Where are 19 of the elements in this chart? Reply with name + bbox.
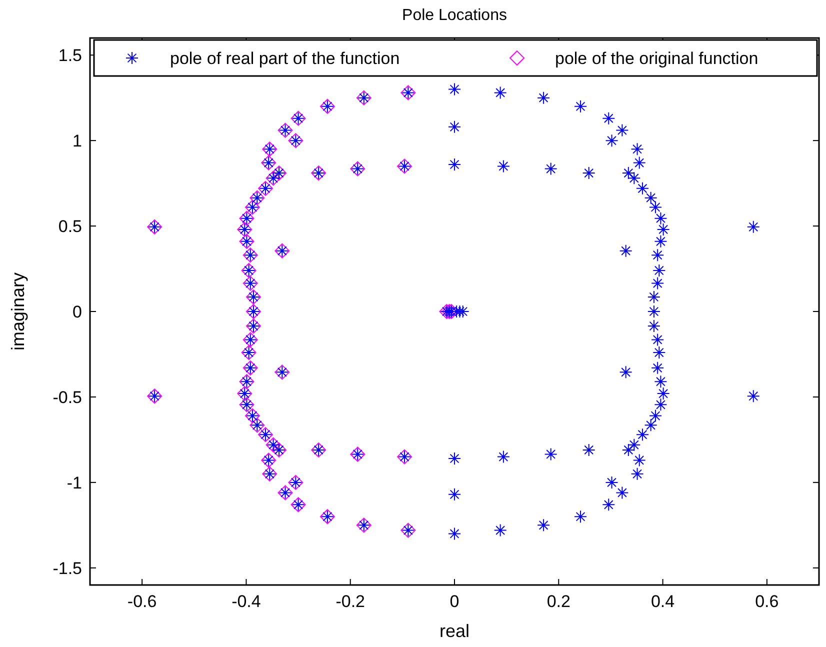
y-tick-label: -1 [66,473,82,492]
chart-title: Pole Locations [402,7,507,24]
x-tick-label: -0.6 [127,592,157,611]
x-tick-label: 0.6 [755,592,779,611]
y-tick-label: -0.5 [52,388,82,407]
y-axis-title: imaginary [8,272,28,351]
y-tick-label: 0.5 [58,217,82,236]
y-tick-label: 1 [72,132,82,151]
legend-label: pole of the original function [555,49,758,68]
x-tick-label: 0 [450,592,460,611]
x-axis-title: real [439,621,470,641]
legend-label: pole of real part of the function [170,49,400,68]
y-tick-label: -1.5 [52,558,82,578]
x-tick-label: -0.4 [232,592,261,611]
x-tick-label: 0.4 [650,592,675,611]
x-tick-label: -0.2 [336,592,366,611]
y-tick-label: 1.5 [58,46,82,66]
x-tick-label: 0.2 [546,592,570,611]
y-tick-label: 0 [72,302,82,322]
